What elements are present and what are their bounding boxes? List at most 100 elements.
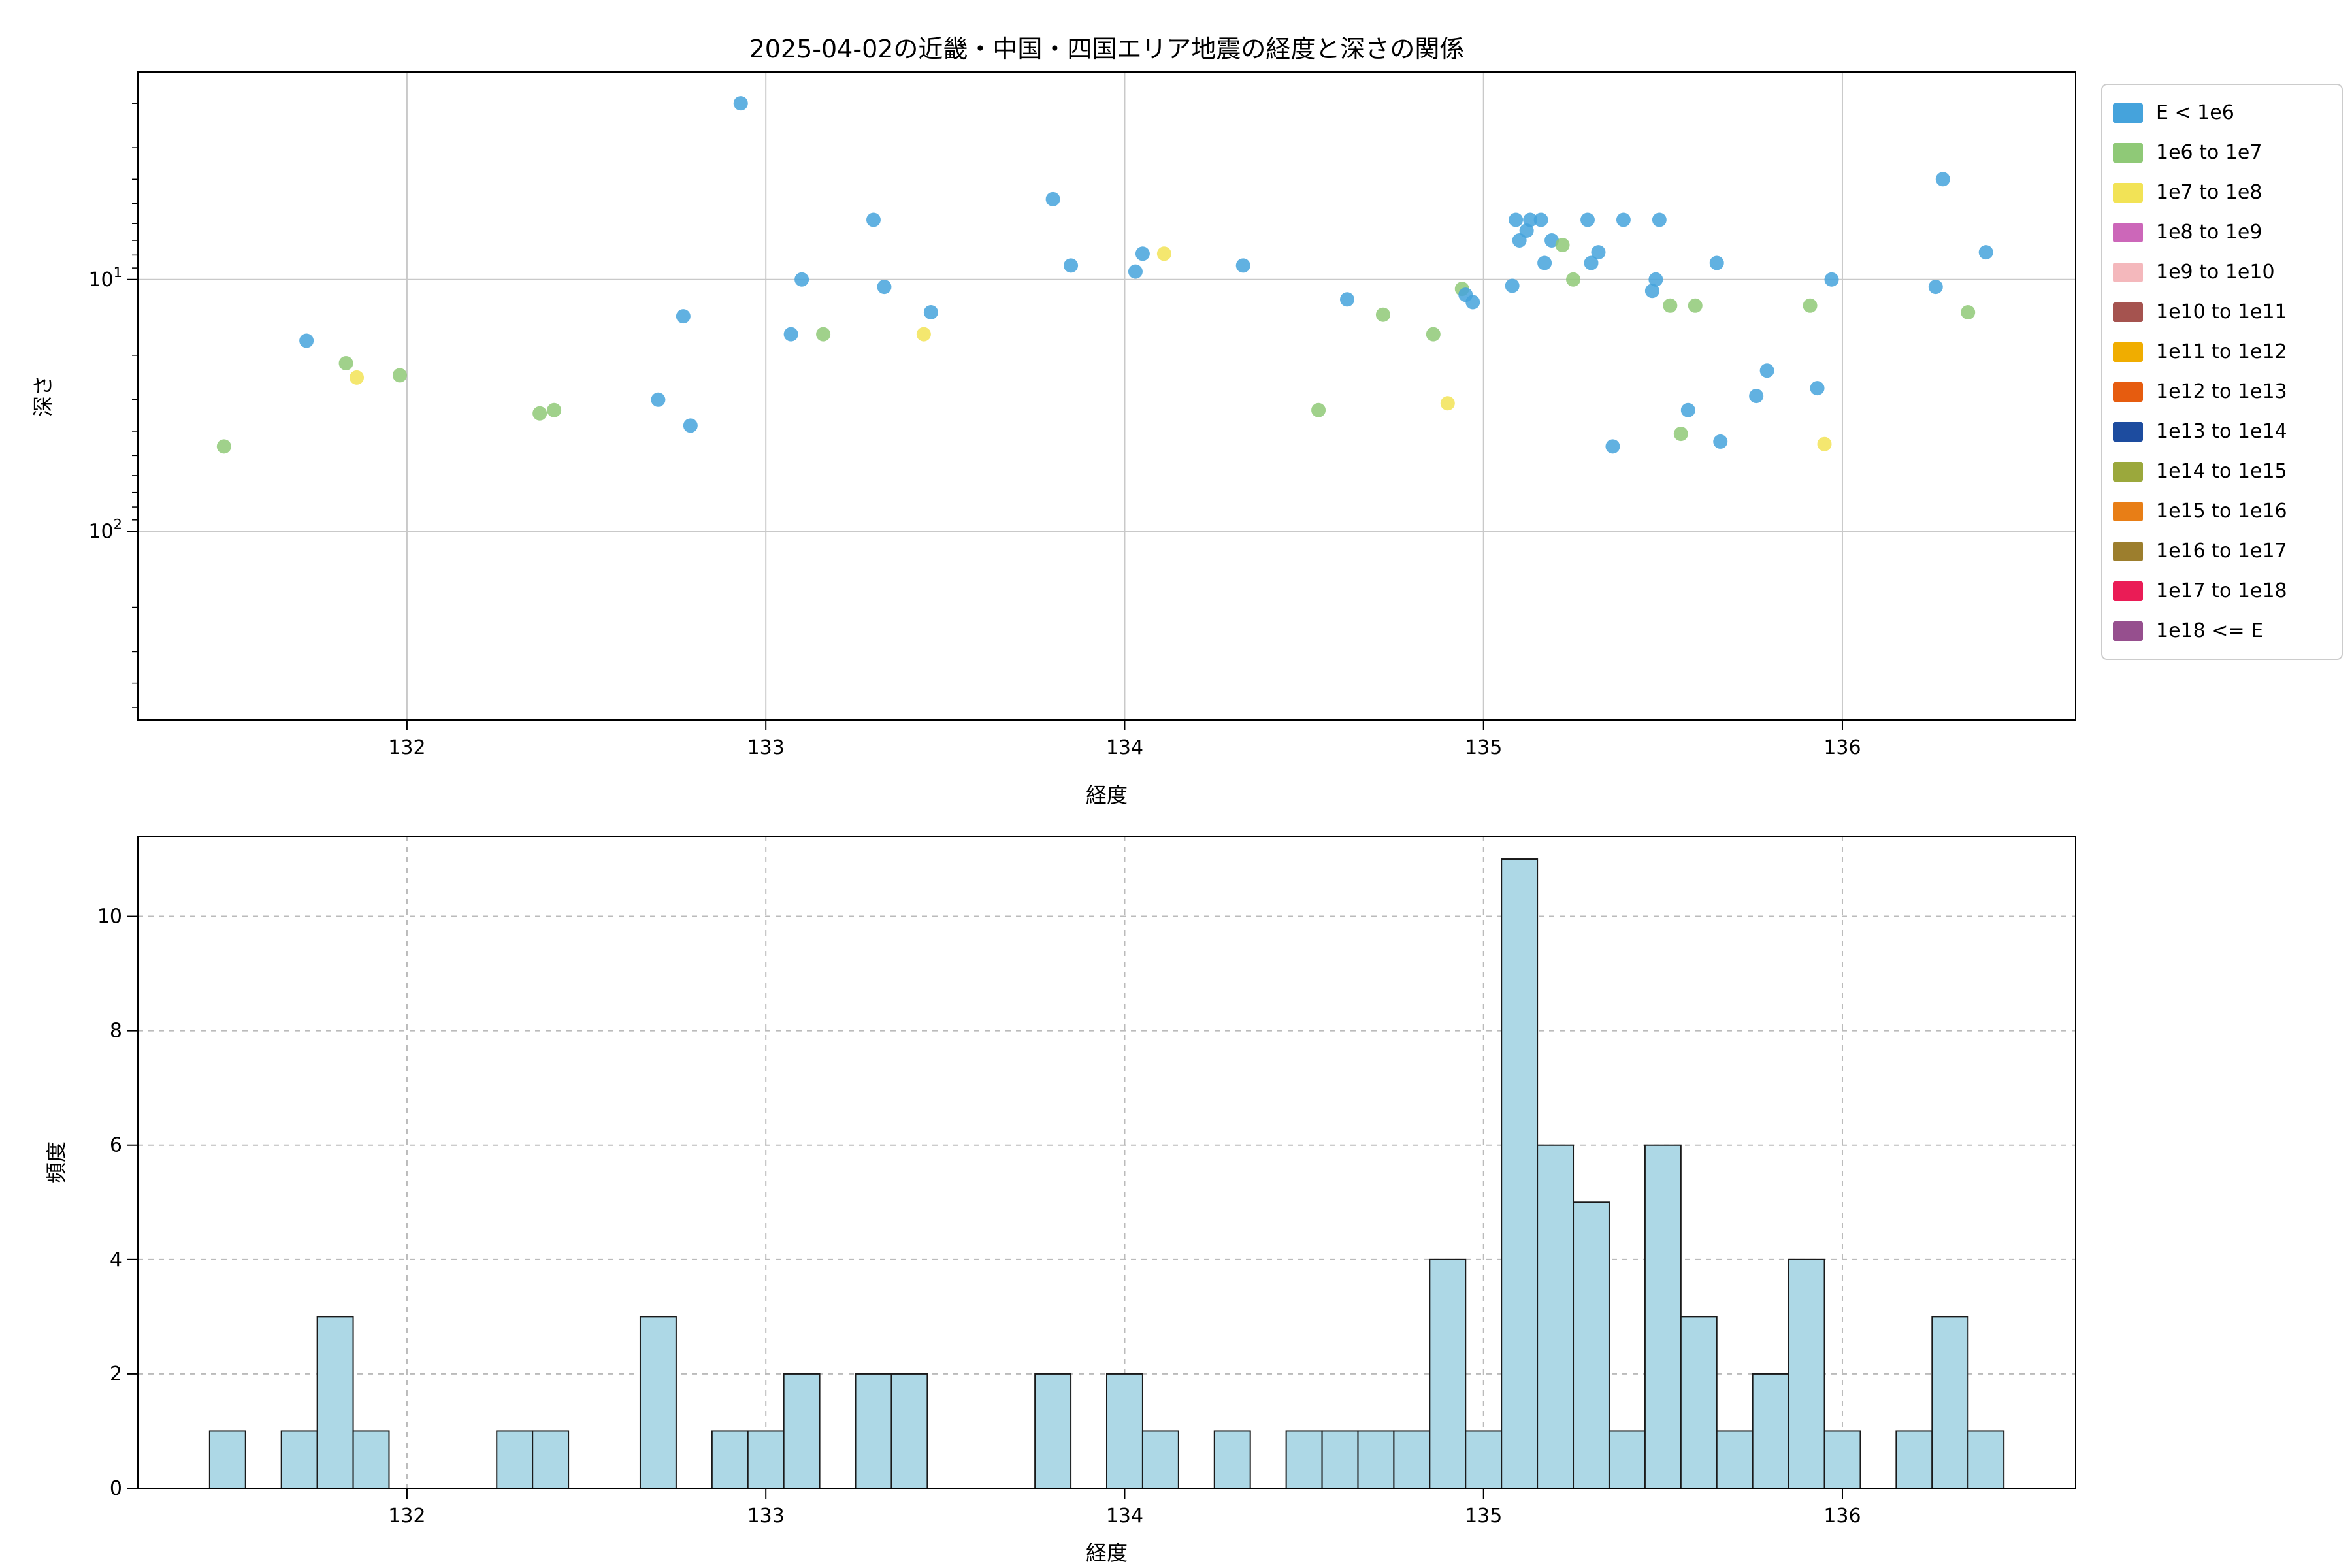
hist-bar xyxy=(1680,1316,1718,1489)
legend-swatch xyxy=(2113,581,2143,601)
scatter-point xyxy=(1426,327,1441,342)
scatter-point xyxy=(350,370,365,385)
scatter-point xyxy=(916,327,931,342)
hist-bar xyxy=(1788,1258,1825,1490)
legend-item-label: 1e11 to 1e12 xyxy=(2156,340,2287,363)
scatter-point xyxy=(1978,245,1993,260)
legend-item-label: 1e16 to 1e17 xyxy=(2156,540,2287,563)
scatter-point xyxy=(1713,434,1728,449)
hist-bar xyxy=(711,1430,749,1489)
x-tick-label: 133 xyxy=(747,1505,785,1527)
x-tick-label: 135 xyxy=(1465,1505,1502,1527)
legend-item-label: 1e10 to 1e11 xyxy=(2156,301,2287,323)
scatter-point xyxy=(1505,278,1520,293)
y-tick-label: 0 xyxy=(110,1477,122,1500)
x-tick-label: 132 xyxy=(388,1505,425,1527)
scatter-point xyxy=(1817,436,1832,451)
histogram-y-axis-label: 頻度 xyxy=(44,1141,69,1184)
scatter-point xyxy=(1544,233,1560,248)
scatter-point xyxy=(1580,212,1595,227)
hist-bar xyxy=(1321,1430,1359,1489)
hist-bar xyxy=(1931,1316,1969,1489)
x-tick-label: 132 xyxy=(388,736,425,759)
legend-swatch xyxy=(2113,501,2143,521)
legend-item-label: 1e9 to 1e10 xyxy=(2156,261,2275,284)
scatter-points xyxy=(216,96,1993,454)
scatter-point xyxy=(1591,245,1606,260)
scatter-point xyxy=(676,309,691,324)
scatter-point xyxy=(1045,191,1060,206)
histogram-x-axis-label: 経度 xyxy=(1085,1541,1128,1565)
legend-item: 1e15 to 1e16 xyxy=(2113,491,2331,531)
legend-item-label: 1e13 to 1e14 xyxy=(2156,420,2287,443)
scatter-point xyxy=(1648,272,1663,287)
scatter-point xyxy=(1566,272,1581,287)
scatter-point xyxy=(547,402,562,417)
scatter-point xyxy=(683,418,698,433)
hist-bar xyxy=(1501,858,1539,1490)
hist-bar xyxy=(890,1373,928,1490)
scatter-point xyxy=(1440,396,1455,411)
scatter-point xyxy=(1584,255,1599,270)
legend-swatch xyxy=(2113,103,2143,123)
legend-swatch xyxy=(2113,182,2143,203)
scatter-point xyxy=(1555,238,1570,253)
hist-bar xyxy=(280,1430,318,1489)
y-tick-label: 8 xyxy=(110,1020,122,1043)
x-tick-label: 136 xyxy=(1823,736,1861,759)
legend-item: 1e13 to 1e14 xyxy=(2113,412,2331,451)
legend-item: 1e10 to 1e11 xyxy=(2113,292,2331,332)
scatter-point xyxy=(1759,363,1774,378)
scatter-point xyxy=(923,305,938,320)
x-tick-label: 134 xyxy=(1106,1505,1143,1527)
scatter-point xyxy=(1644,284,1659,299)
y-tick-label: 102 xyxy=(88,516,122,543)
hist-bar xyxy=(1895,1430,1933,1489)
scatter-point xyxy=(1340,292,1355,307)
legend-swatch xyxy=(2113,541,2143,561)
legend-swatch xyxy=(2113,461,2143,482)
legend-swatch xyxy=(2113,142,2143,163)
scatter-point xyxy=(1616,212,1631,227)
scatter-point xyxy=(1810,381,1825,396)
scatter-point xyxy=(1537,255,1552,270)
scatter-point xyxy=(532,406,547,421)
legend-item-label: 1e17 to 1e18 xyxy=(2156,580,2287,602)
legend-item: 1e11 to 1e12 xyxy=(2113,332,2331,372)
scatter-point xyxy=(1688,298,1703,313)
scatter-point xyxy=(1928,280,1943,295)
legend-item: 1e6 to 1e7 xyxy=(2113,133,2331,172)
scatter-point xyxy=(1509,212,1524,227)
hist-bar xyxy=(316,1316,354,1489)
scatter-point xyxy=(392,368,407,383)
scatter-point xyxy=(1128,264,1143,279)
scatter-point xyxy=(794,272,809,287)
hist-bar xyxy=(639,1316,677,1489)
legend-item-label: 1e15 to 1e16 xyxy=(2156,500,2287,523)
scatter-point xyxy=(1709,255,1724,270)
y-tick-label: 4 xyxy=(110,1249,122,1271)
y-tick-label: 101 xyxy=(88,265,122,291)
scatter-point xyxy=(1465,295,1480,310)
hist-bar xyxy=(1141,1430,1179,1489)
scatter-point xyxy=(733,96,748,111)
legend-item: 1e8 to 1e9 xyxy=(2113,212,2331,252)
legend-item-label: E < 1e6 xyxy=(2156,101,2234,124)
scatter-point xyxy=(1749,389,1764,404)
scatter-point xyxy=(216,439,231,454)
legend-item-label: 1e7 to 1e8 xyxy=(2156,181,2262,204)
legend-item: 1e7 to 1e8 xyxy=(2113,172,2331,212)
y-tick-label: 2 xyxy=(110,1363,122,1386)
hist-bar xyxy=(1967,1430,2005,1489)
scatter-x-axis-label: 経度 xyxy=(1085,783,1128,808)
scatter-y-axis-label: 深さ xyxy=(31,374,56,417)
scatter-point xyxy=(1135,246,1150,261)
scatter-point xyxy=(1680,402,1695,417)
hist-bar xyxy=(1608,1430,1646,1489)
legend-item-label: 1e18 <= E xyxy=(2156,619,2264,642)
scatter-point xyxy=(1673,427,1688,442)
scatter-point xyxy=(338,355,353,370)
scatter-point xyxy=(877,280,892,295)
hist-bar xyxy=(1106,1373,1143,1490)
